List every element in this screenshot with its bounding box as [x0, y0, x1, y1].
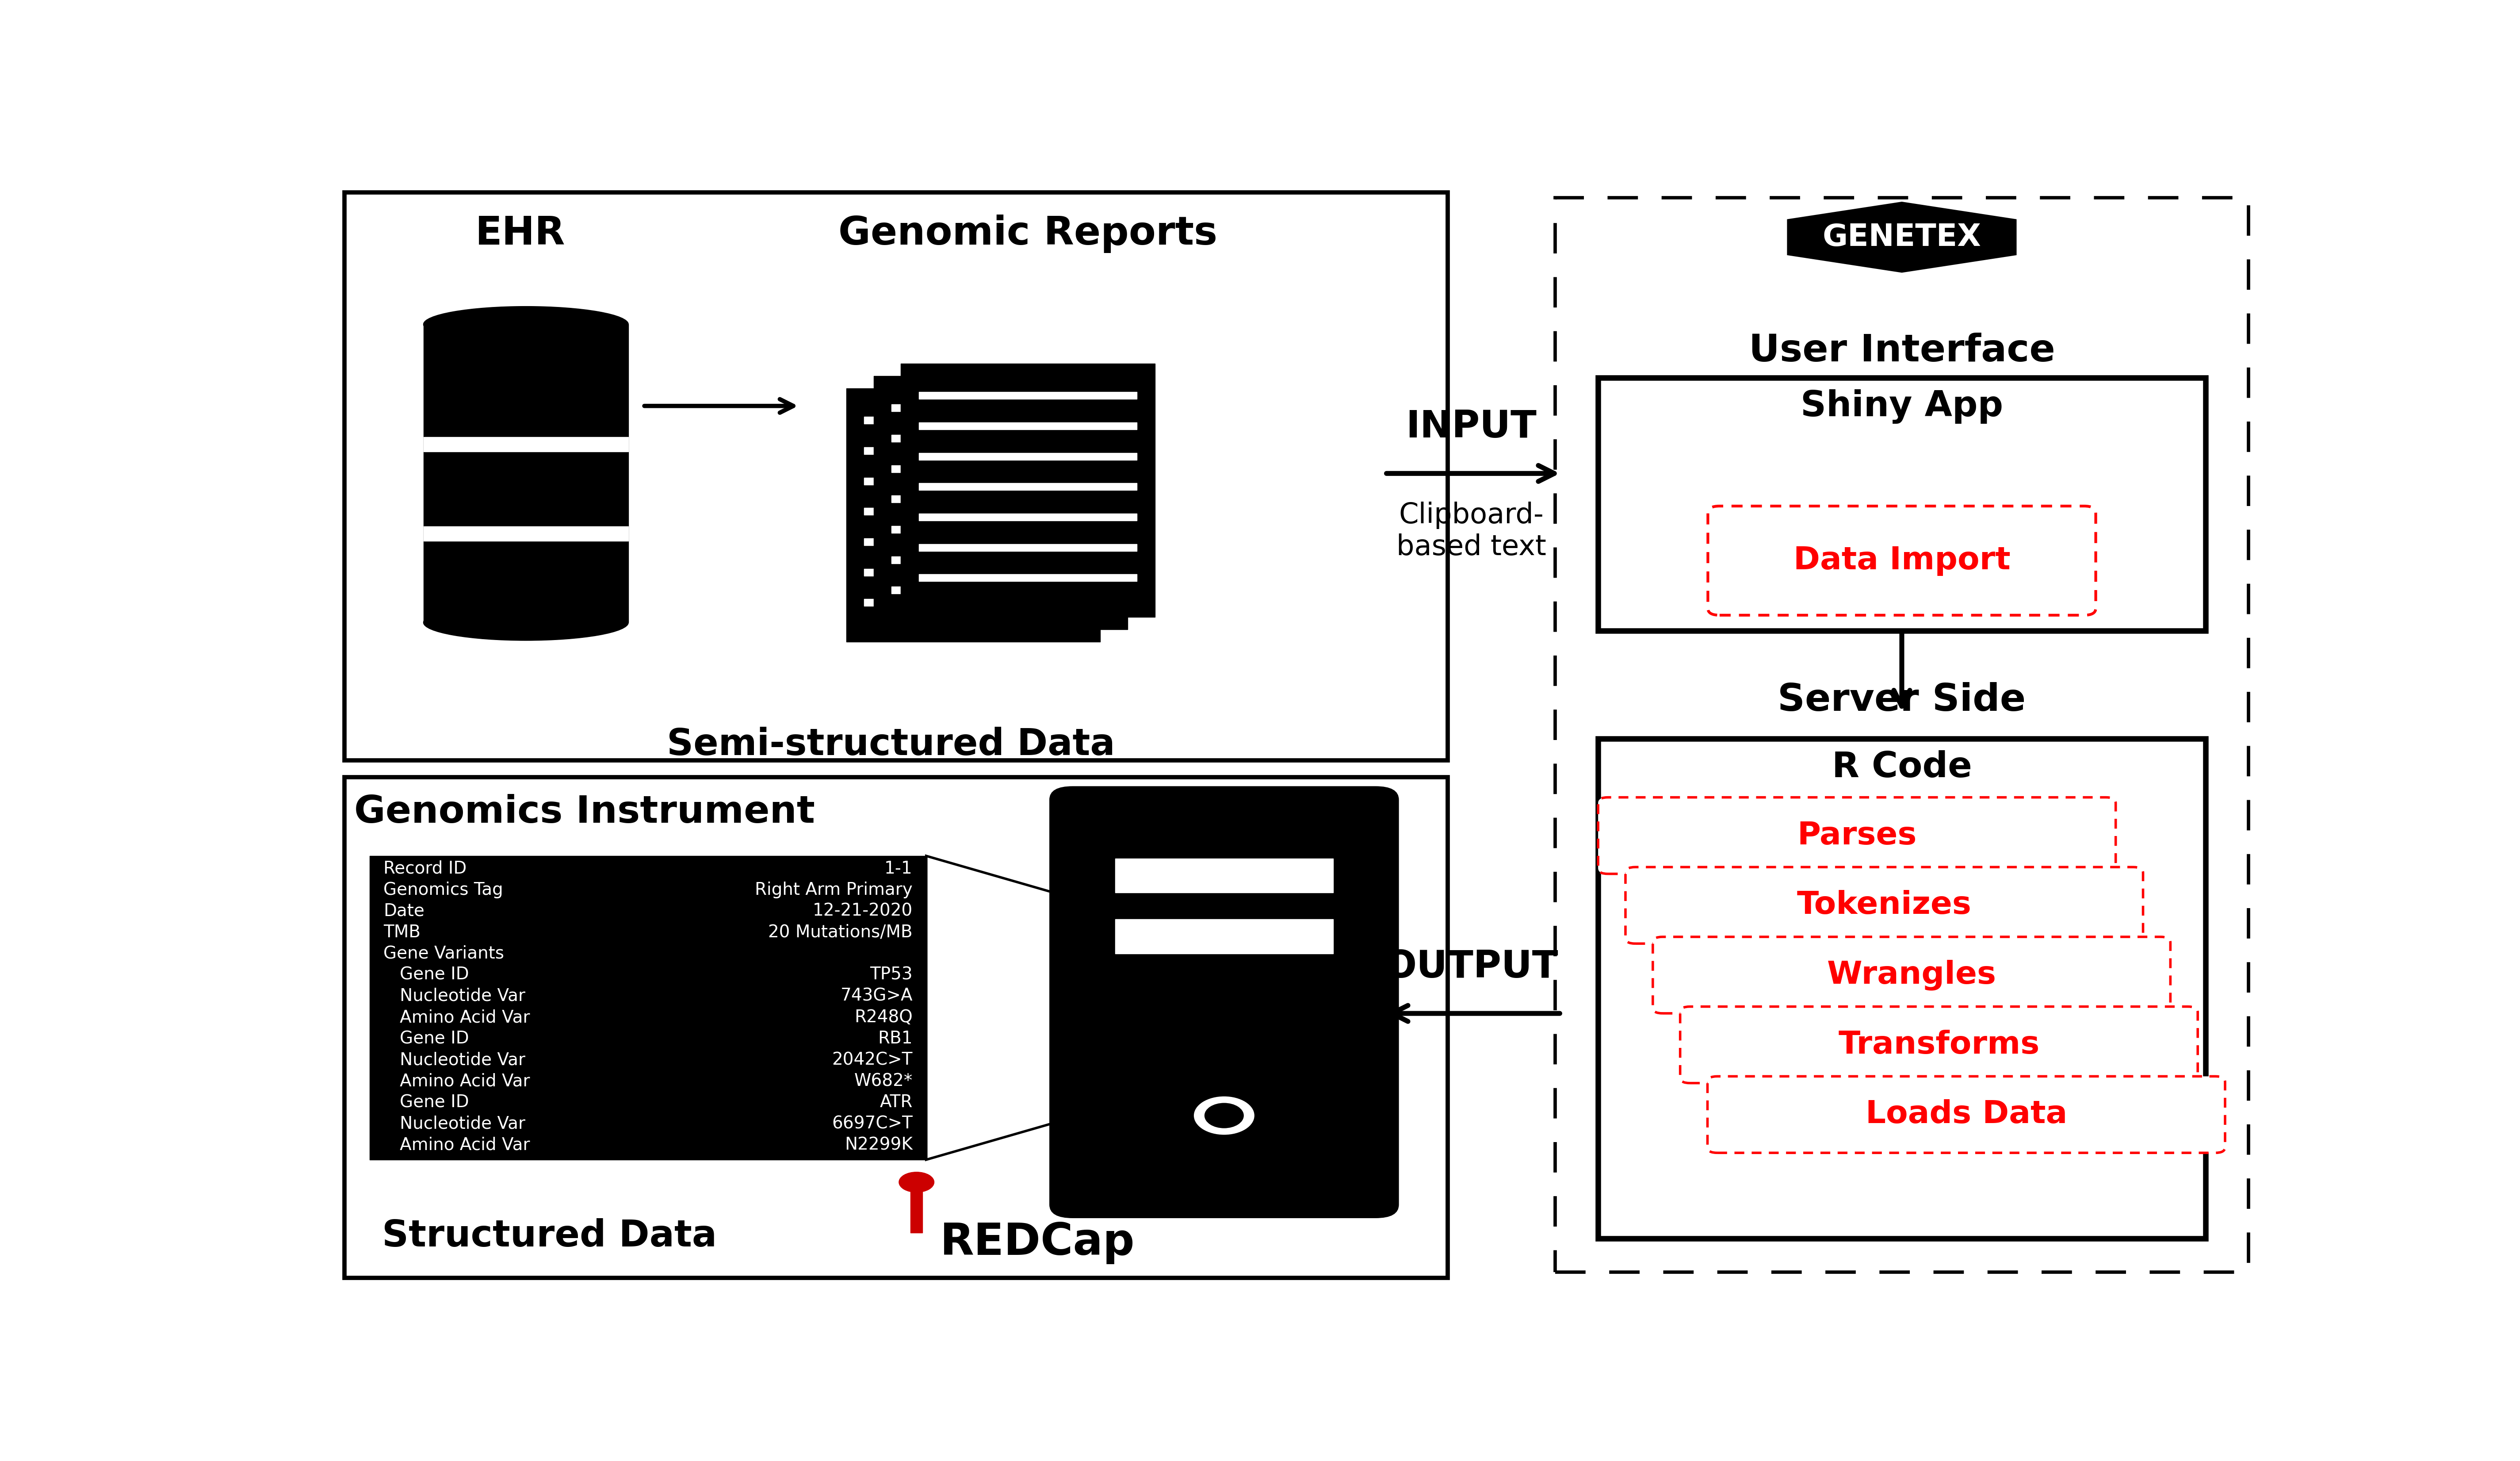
- Polygon shape: [1787, 202, 2016, 272]
- Bar: [920, 514, 1137, 520]
- Text: Transforms: Transforms: [1837, 1030, 2039, 1061]
- Ellipse shape: [423, 605, 627, 640]
- Text: Genomics Instrument: Genomics Instrument: [353, 795, 814, 831]
- Text: Genomics Tag: Genomics Tag: [383, 881, 504, 899]
- Bar: [370, 856, 927, 1160]
- Text: Data Import: Data Import: [1794, 545, 2011, 576]
- Bar: [864, 508, 1081, 516]
- Text: GENETEX: GENETEX: [1822, 222, 1981, 251]
- Bar: [892, 587, 1109, 593]
- Text: ATR: ATR: [879, 1094, 912, 1110]
- Bar: [920, 453, 1137, 460]
- FancyBboxPatch shape: [1709, 506, 2097, 615]
- Bar: [920, 484, 1137, 491]
- Text: User Interface: User Interface: [1749, 333, 2054, 370]
- Text: Semi-structured Data: Semi-structured Data: [668, 726, 1116, 763]
- Ellipse shape: [1194, 1096, 1255, 1135]
- Bar: [892, 495, 1109, 503]
- FancyBboxPatch shape: [1709, 1077, 2225, 1153]
- Text: OUTPUT: OUTPUT: [1383, 948, 1557, 985]
- Bar: [1116, 919, 1333, 954]
- Text: Nucleotide Var: Nucleotide Var: [383, 1052, 524, 1068]
- Bar: [892, 435, 1109, 441]
- FancyBboxPatch shape: [1598, 378, 2205, 631]
- Text: Shiny App: Shiny App: [1799, 389, 2003, 424]
- FancyBboxPatch shape: [1598, 798, 2117, 874]
- Text: Gene ID: Gene ID: [383, 967, 469, 983]
- Text: Amino Acid Var: Amino Acid Var: [383, 1137, 529, 1153]
- Bar: [874, 375, 1126, 630]
- Bar: [920, 543, 1137, 551]
- Text: Amino Acid Var: Amino Acid Var: [383, 1010, 529, 1026]
- Bar: [920, 392, 1137, 399]
- Text: RB1: RB1: [877, 1030, 912, 1048]
- Text: 743G>A: 743G>A: [839, 988, 912, 1005]
- Text: ®: ®: [1207, 1189, 1232, 1214]
- Text: Server Side: Server Side: [1777, 682, 2026, 719]
- Bar: [864, 599, 1081, 606]
- Bar: [423, 526, 627, 541]
- Text: 20 Mutations/MB: 20 Mutations/MB: [769, 923, 912, 941]
- Text: R248Q: R248Q: [854, 1010, 912, 1026]
- Text: Record ID: Record ID: [383, 861, 466, 877]
- Bar: [847, 389, 1101, 641]
- Circle shape: [900, 1172, 935, 1192]
- Bar: [423, 324, 627, 622]
- Text: Gene ID: Gene ID: [383, 1030, 469, 1048]
- Text: Tokenizes: Tokenizes: [1797, 890, 1971, 920]
- Text: R Code: R Code: [1832, 749, 1971, 785]
- Bar: [902, 364, 1154, 617]
- Text: Parses: Parses: [1797, 820, 1918, 850]
- Bar: [864, 538, 1081, 545]
- Text: Loads Data: Loads Data: [1865, 1099, 2066, 1129]
- Text: Date: Date: [383, 903, 423, 919]
- Bar: [892, 526, 1109, 533]
- FancyBboxPatch shape: [1625, 866, 2142, 944]
- FancyBboxPatch shape: [1681, 1007, 2197, 1083]
- Text: 12-21-2020: 12-21-2020: [811, 903, 912, 919]
- Bar: [920, 574, 1137, 581]
- Bar: [864, 416, 1081, 424]
- Text: Clipboard-
based text: Clipboard- based text: [1396, 501, 1547, 561]
- Bar: [864, 447, 1081, 454]
- Text: Gene ID: Gene ID: [383, 1094, 469, 1110]
- FancyBboxPatch shape: [1598, 739, 2205, 1239]
- Text: EHR: EHR: [476, 215, 564, 253]
- Text: 6697C>T: 6697C>T: [832, 1115, 912, 1132]
- Ellipse shape: [1205, 1103, 1245, 1128]
- Ellipse shape: [423, 307, 627, 342]
- Text: Nucleotide Var: Nucleotide Var: [383, 988, 524, 1005]
- Bar: [864, 478, 1081, 485]
- Text: Genomic Reports: Genomic Reports: [839, 215, 1217, 253]
- Text: EDC: EDC: [1179, 792, 1268, 830]
- Bar: [423, 437, 627, 451]
- Bar: [920, 422, 1137, 430]
- FancyBboxPatch shape: [1653, 937, 2170, 1014]
- Text: Gene Variants: Gene Variants: [383, 945, 504, 961]
- Bar: [892, 405, 1109, 412]
- Text: 1-1: 1-1: [885, 861, 912, 877]
- Bar: [864, 568, 1081, 576]
- Bar: [1116, 859, 1333, 893]
- Text: Nucleotide Var: Nucleotide Var: [383, 1115, 524, 1132]
- Text: N2299K: N2299K: [844, 1137, 912, 1153]
- Text: Wrangles: Wrangles: [1827, 960, 1996, 991]
- FancyBboxPatch shape: [345, 193, 1446, 760]
- FancyBboxPatch shape: [1048, 786, 1399, 1218]
- Text: REDCap: REDCap: [940, 1221, 1134, 1264]
- Text: Amino Acid Var: Amino Acid Var: [383, 1072, 529, 1090]
- Bar: [910, 1185, 922, 1233]
- Text: Structured Data: Structured Data: [383, 1218, 716, 1254]
- Polygon shape: [927, 856, 1084, 1160]
- Text: Right Arm Primary: Right Arm Primary: [756, 881, 912, 899]
- Text: 2042C>T: 2042C>T: [832, 1052, 912, 1068]
- FancyBboxPatch shape: [345, 777, 1446, 1278]
- Text: INPUT: INPUT: [1406, 409, 1537, 446]
- Text: TP53: TP53: [869, 967, 912, 983]
- Bar: [892, 557, 1109, 564]
- Bar: [892, 465, 1109, 472]
- FancyBboxPatch shape: [1555, 197, 2248, 1273]
- Text: W682*: W682*: [854, 1072, 912, 1090]
- Text: TMB: TMB: [383, 923, 421, 941]
